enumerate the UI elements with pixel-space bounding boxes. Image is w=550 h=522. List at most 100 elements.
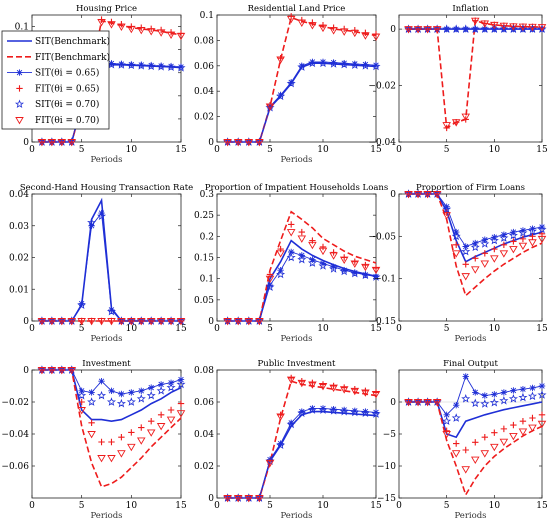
data-point	[538, 382, 546, 390]
data-point	[461, 273, 471, 281]
data-point	[276, 440, 286, 450]
data-point	[339, 386, 349, 394]
x-tick-label: 10	[317, 501, 329, 511]
data-point	[108, 60, 115, 67]
data-point	[362, 271, 369, 279]
y-tick-label: 0	[23, 317, 29, 327]
data-point	[481, 25, 488, 33]
data-point	[166, 318, 176, 326]
data-point	[156, 318, 166, 326]
data-point	[244, 495, 254, 503]
x-tick-label: 0	[396, 145, 402, 155]
data-point	[244, 318, 254, 326]
x-tick-label: 10	[126, 145, 138, 155]
data-point	[276, 91, 286, 101]
data-point	[529, 233, 536, 240]
data-point	[97, 18, 106, 27]
data-point	[136, 394, 146, 403]
y-tick-label: 0	[23, 138, 29, 148]
data-point	[148, 384, 155, 391]
x-tick-label: 15	[175, 324, 187, 334]
panel-title: Housing Price	[76, 4, 137, 14]
x-tick-label: 5	[267, 324, 273, 334]
data-point	[341, 384, 348, 391]
chart-panel: 0 5 10 15 −15 −10 −5 0 Final Output Periods	[377, 359, 548, 521]
data-point	[361, 263, 370, 272]
y-tick-label: 0.04	[9, 190, 29, 200]
plot-area	[398, 14, 543, 143]
data-point	[276, 56, 285, 64]
data-point	[432, 399, 442, 407]
data-point	[223, 318, 232, 326]
x-tick-label: 0	[214, 145, 220, 155]
data-point	[166, 62, 176, 72]
data-point	[480, 239, 490, 248]
data-point	[288, 248, 295, 256]
data-point	[451, 119, 461, 127]
data-point	[490, 21, 499, 30]
legend-swatch-marker	[16, 69, 23, 76]
data-point	[413, 399, 423, 407]
x-tick-label: 5	[267, 145, 273, 155]
y-tick-label: −0.05	[368, 232, 396, 242]
data-point	[339, 406, 349, 416]
data-point	[362, 61, 369, 68]
x-axis-label: Periods	[280, 511, 312, 521]
data-point	[107, 455, 116, 463]
data-point	[339, 266, 349, 276]
legend-label: SIT(θi = 0.70)	[35, 99, 99, 110]
data-point	[307, 58, 317, 68]
x-tick-label: 0	[214, 324, 220, 334]
data-point	[330, 382, 337, 390]
x-tick-label: 15	[370, 324, 382, 334]
data-point	[341, 406, 348, 414]
series-line	[227, 210, 377, 322]
data-point	[472, 255, 479, 262]
y-tick-label: 0.06	[194, 398, 214, 408]
data-point	[265, 103, 275, 111]
y-tick-label: 0.02	[9, 254, 29, 264]
x-tick-label: 10	[126, 501, 138, 511]
data-point	[472, 25, 479, 33]
x-tick-label: 5	[79, 324, 85, 334]
data-point	[319, 58, 327, 66]
data-point	[330, 406, 337, 413]
x-axis-label: Periods	[90, 334, 122, 344]
data-point	[318, 24, 328, 33]
data-point	[156, 423, 166, 431]
data-point	[117, 318, 126, 326]
x-tick-label: 15	[370, 145, 382, 155]
data-point	[308, 241, 317, 250]
data-point	[116, 398, 126, 408]
data-point	[372, 264, 380, 272]
data-point	[318, 405, 328, 414]
data-point	[351, 407, 358, 414]
data-point	[350, 387, 360, 396]
data-point	[518, 23, 528, 31]
x-tick-label: 15	[175, 145, 187, 155]
data-point	[371, 266, 381, 275]
data-point	[372, 389, 380, 396]
data-point	[176, 410, 186, 418]
panel-title: Public Investment	[258, 359, 337, 369]
data-point	[47, 139, 57, 147]
data-point	[307, 405, 317, 414]
data-point	[537, 390, 547, 399]
data-point	[518, 392, 528, 402]
data-point	[500, 241, 508, 248]
y-tick-label: −0.06	[1, 462, 29, 472]
data-point	[329, 59, 339, 68]
data-point	[118, 434, 125, 441]
data-point	[97, 318, 106, 326]
data-point	[432, 191, 442, 199]
panel-title: Final Output	[443, 359, 498, 369]
panel-title: Inflation	[452, 4, 489, 14]
data-point	[233, 495, 243, 503]
data-point	[329, 27, 338, 35]
data-point	[176, 32, 186, 41]
data-point	[499, 250, 509, 258]
y-tick-label: 0.15	[194, 254, 214, 264]
data-point	[298, 378, 305, 385]
data-point	[461, 24, 471, 33]
data-point	[233, 318, 243, 326]
